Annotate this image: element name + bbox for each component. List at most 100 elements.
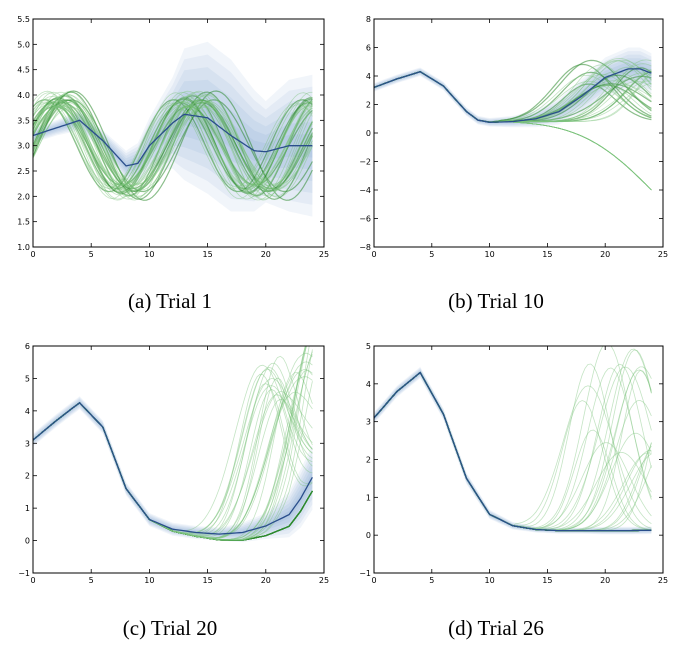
y-tick-label: 0 (366, 129, 371, 138)
x-tick-label: 20 (600, 250, 610, 259)
sample-curve (33, 91, 313, 200)
sample-curve (33, 105, 313, 186)
x-tick-label: 25 (319, 250, 329, 259)
x-tick-label: 25 (658, 250, 668, 259)
y-tick-label: 3 (366, 418, 371, 427)
y-tick-label: −8 (359, 243, 371, 252)
y-tick-label: 5.0 (17, 40, 30, 49)
sample-curve (33, 100, 313, 191)
uncertainty-band (33, 398, 313, 539)
sample-curve (33, 366, 313, 534)
mean-line (374, 68, 652, 123)
sample-curve (374, 363, 652, 529)
x-tick-label: 25 (319, 576, 329, 585)
y-tick-label: 3.5 (17, 116, 30, 125)
x-tick-label: 10 (144, 576, 154, 585)
x-tick-label: 15 (203, 576, 213, 585)
uncertainty-band (33, 400, 313, 537)
uncertainty-band (33, 54, 313, 205)
sample-curve (33, 346, 310, 541)
panel-caption: (b) Trial 10 (448, 289, 544, 313)
panel-caption: (a) Trial 1 (128, 289, 212, 313)
y-tick-label: 6 (366, 44, 371, 53)
y-tick-label: −4 (359, 186, 371, 195)
uncertainty-band (33, 396, 313, 543)
uncertainty-band (33, 67, 313, 193)
y-tick-label: 5 (25, 374, 30, 383)
sample-curve (33, 99, 313, 193)
sample-curve (33, 100, 313, 192)
sample-curve (33, 99, 313, 192)
sample-curve (33, 368, 313, 534)
x-tick-label: 15 (542, 250, 552, 259)
plot-area (33, 41, 313, 217)
sample-curve (33, 94, 313, 198)
sample-curve (33, 102, 313, 190)
sample-curve (33, 90, 313, 201)
x-tick-label: 0 (371, 250, 376, 259)
x-tick-label: 0 (30, 576, 35, 585)
y-tick-label: 2 (25, 472, 30, 481)
sample-curve (33, 105, 313, 186)
x-tick-label: 20 (600, 576, 610, 585)
y-tick-label: 6 (25, 342, 30, 351)
axes-frame (32, 345, 325, 574)
y-tick-label: 2.5 (17, 167, 30, 176)
y-tick-label: 3.0 (17, 142, 30, 151)
y-tick-label: −6 (359, 215, 371, 224)
y-tick-label: 4.0 (17, 91, 30, 100)
sample-curve (33, 93, 313, 198)
sample-curve (33, 101, 313, 190)
uncertainty-band (374, 47, 652, 128)
y-tick-label: 1 (25, 504, 30, 513)
y-tick-label: −2 (359, 158, 371, 167)
sample-curve (374, 371, 652, 529)
x-tick-label: 0 (371, 576, 376, 585)
sample-curve (374, 366, 652, 530)
sample-curve (33, 102, 313, 189)
x-tick-label: 10 (485, 250, 495, 259)
sample-curve (374, 371, 652, 527)
sample-curve (33, 90, 313, 201)
sample-curve (33, 106, 313, 185)
y-tick-label: 2.0 (17, 192, 30, 201)
sample-curve (33, 106, 313, 186)
x-tick-label: 20 (261, 250, 271, 259)
sample-curve (33, 104, 313, 187)
sample-curve (33, 105, 313, 186)
sample-curve (33, 95, 313, 196)
panel-caption: (d) Trial 26 (448, 616, 544, 640)
y-tick-label: 4 (25, 407, 30, 416)
uncertainty-band (33, 399, 313, 538)
sample-curve (33, 105, 313, 187)
y-tick-label: 5.5 (17, 15, 30, 24)
uncertainty-band (374, 370, 652, 532)
sample-curve (33, 90, 313, 201)
y-tick-label: 4 (366, 72, 371, 81)
y-tick-label: 3 (25, 439, 30, 448)
x-tick-label: 20 (261, 576, 271, 585)
sample-curve (33, 102, 313, 189)
mean-line (33, 401, 313, 535)
sample-curve (33, 101, 313, 190)
y-tick-label: 4 (366, 380, 371, 389)
uncertainty-band (374, 58, 652, 125)
sample-curve (33, 99, 313, 192)
sample-curve (374, 363, 652, 530)
panel-caption: (c) Trial 20 (123, 616, 218, 640)
sample-curve (33, 95, 313, 197)
y-tick-label: −1 (359, 569, 371, 578)
uncertainty-band (374, 54, 652, 126)
sample-curve (33, 101, 313, 190)
sample-curve (374, 371, 652, 530)
y-tick-label: 1 (366, 493, 371, 502)
x-tick-label: 5 (89, 250, 94, 259)
sample-curve (33, 104, 313, 188)
uncertainty-band (33, 41, 313, 217)
sample-curve (33, 91, 313, 200)
mean-line (33, 113, 313, 167)
sample-curve (33, 92, 313, 200)
